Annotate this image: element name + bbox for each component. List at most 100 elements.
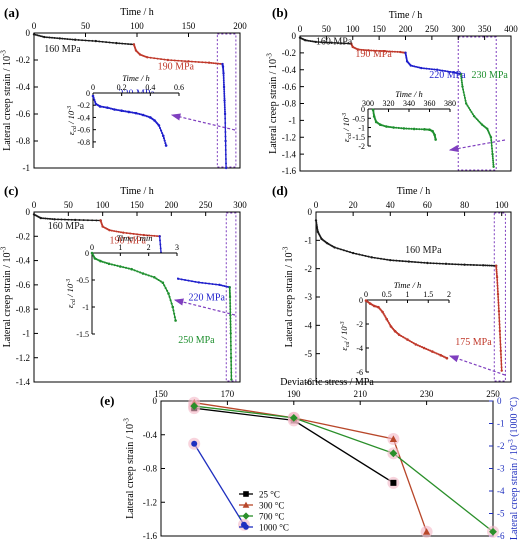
series-1-point bbox=[108, 229, 111, 232]
inset-series-point bbox=[157, 278, 160, 282]
inset-series-point bbox=[445, 356, 449, 360]
series-1-point bbox=[219, 62, 222, 65]
series-0-point bbox=[336, 247, 339, 250]
inset-y-axis-label-subscript: cd bbox=[347, 132, 353, 139]
series-3-point bbox=[460, 77, 463, 80]
y-tick-label: 0 bbox=[308, 207, 313, 217]
inset-y-tick-label: -0.8 bbox=[77, 138, 90, 147]
series-1-point bbox=[393, 50, 396, 53]
zoom-arrow bbox=[448, 139, 506, 153]
inset-series-point bbox=[174, 319, 177, 322]
inset-y-axis-label-exponent: -3 bbox=[340, 321, 346, 326]
inset-series-point bbox=[107, 262, 111, 266]
series-1-point bbox=[498, 329, 502, 333]
series-3-point bbox=[228, 295, 232, 299]
y-tick-label: -0.6 bbox=[16, 280, 31, 290]
series-2-point bbox=[204, 282, 207, 285]
series-1-point bbox=[500, 363, 503, 366]
series-line-1 bbox=[194, 402, 428, 533]
series-0-point bbox=[383, 258, 386, 261]
series-1-point bbox=[498, 320, 501, 323]
inset-series-point bbox=[130, 267, 133, 271]
x-tick-label: 150 bbox=[372, 24, 386, 34]
inset-y-axis-label-exponent: -3 bbox=[66, 279, 72, 284]
y-axis-label: Lateral creep strain / 10-3 bbox=[266, 53, 280, 154]
x-tick-label: 250 bbox=[425, 24, 439, 34]
highlight-box bbox=[457, 36, 497, 171]
y-tick-label: -5 bbox=[305, 349, 313, 359]
series-0-point bbox=[304, 39, 307, 42]
panel-label: (e) bbox=[100, 393, 114, 408]
series-2-point bbox=[222, 85, 226, 89]
series-2-point bbox=[222, 81, 225, 84]
inset-series-point bbox=[168, 295, 171, 298]
series-3-point bbox=[229, 326, 232, 329]
series-2-point bbox=[221, 284, 224, 287]
inset-x-tick-label: 0.2 bbox=[117, 83, 127, 92]
inset-x-tick-label: 0.6 bbox=[174, 83, 184, 92]
highlight-box bbox=[493, 212, 506, 382]
inset-series-point bbox=[395, 126, 398, 129]
x-tick-label: 170 bbox=[221, 389, 235, 399]
inset-series-point bbox=[155, 277, 158, 280]
inset-y-tick-label: -0.4 bbox=[77, 113, 90, 122]
series-0-point bbox=[124, 42, 127, 45]
series-1-point bbox=[497, 301, 500, 304]
series-0-point bbox=[66, 38, 69, 41]
series-1-point bbox=[358, 48, 361, 51]
series-0-point bbox=[448, 263, 451, 265]
series-2-point bbox=[409, 64, 412, 67]
inset-y-tick-label: -1 bbox=[82, 303, 89, 312]
inset-series-point bbox=[110, 263, 113, 266]
series-0-point bbox=[48, 36, 51, 39]
series-0-point bbox=[307, 39, 310, 42]
inset-series-point bbox=[420, 346, 424, 349]
series-2-point bbox=[223, 101, 226, 104]
series-3-point bbox=[492, 165, 495, 168]
series-0-line bbox=[33, 213, 101, 222]
series-0-point bbox=[86, 219, 89, 222]
series-2-point bbox=[224, 131, 227, 133]
inset-series-point bbox=[163, 284, 166, 287]
series-0-point bbox=[313, 40, 316, 43]
series-0-point bbox=[466, 263, 469, 266]
inset-series-point bbox=[108, 107, 111, 110]
x-tick-label: 200 bbox=[165, 200, 179, 210]
inset-y-axis-label: εcd / 10-3 bbox=[66, 106, 78, 135]
legend-marker bbox=[242, 501, 250, 508]
x-tick-label: 100 bbox=[130, 21, 144, 31]
series-3-point bbox=[464, 99, 467, 102]
inset-series-point bbox=[153, 276, 156, 279]
series-label: 190 MPa bbox=[158, 61, 195, 72]
series-0-point bbox=[306, 39, 308, 42]
series-1-point bbox=[145, 234, 148, 237]
series-0-point bbox=[58, 37, 61, 40]
series-0-point bbox=[105, 41, 108, 44]
series-0-point bbox=[118, 42, 121, 45]
inset-background bbox=[366, 300, 449, 372]
series-0-point bbox=[346, 42, 349, 45]
series-1-point bbox=[391, 50, 394, 53]
inset-series-point bbox=[402, 336, 405, 339]
series-3-point bbox=[228, 291, 231, 294]
inset-series-point bbox=[113, 264, 116, 267]
series-0-point bbox=[373, 256, 376, 259]
series-1-point bbox=[110, 229, 113, 232]
series-marker-2 bbox=[190, 402, 199, 410]
series-2-point bbox=[222, 74, 225, 77]
series-0-point bbox=[339, 248, 342, 251]
series-0-point bbox=[345, 250, 348, 253]
series-1-point bbox=[495, 274, 498, 277]
inset-series-point bbox=[434, 138, 437, 141]
series-2-point bbox=[223, 92, 226, 95]
inset-series-point bbox=[115, 108, 118, 111]
series-0-point bbox=[127, 43, 130, 45]
series-3-point bbox=[492, 163, 495, 166]
series-2-point bbox=[224, 149, 227, 151]
series-1-point bbox=[386, 50, 388, 53]
y-tick-label: -0.2 bbox=[16, 55, 30, 65]
series-2-point bbox=[184, 279, 187, 281]
inset-series-point bbox=[170, 302, 173, 305]
series-2-point bbox=[418, 66, 421, 69]
